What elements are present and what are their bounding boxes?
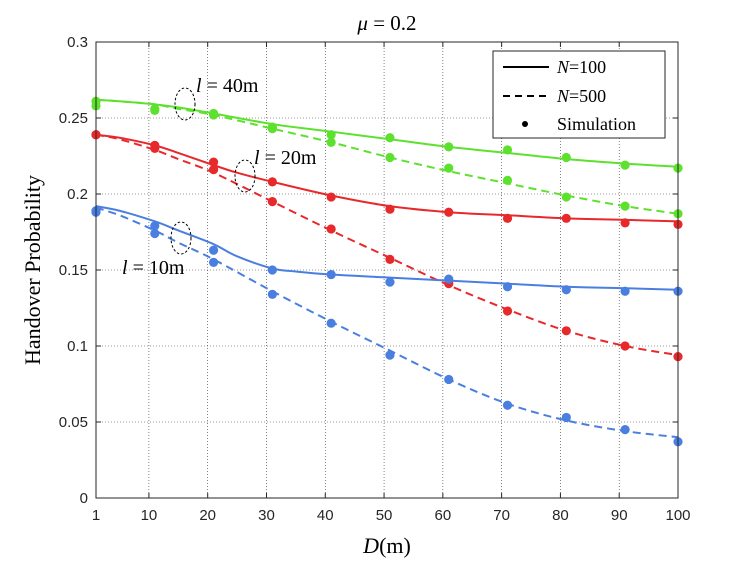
legend-box — [492, 50, 666, 139]
simulation-point — [620, 286, 630, 296]
annotation-ellipse-l20 — [234, 159, 256, 193]
x-tick-label: 40 — [317, 507, 334, 524]
simulation-point — [326, 269, 336, 280]
simulation-point — [208, 257, 219, 267]
x-tick-label: 90 — [611, 507, 628, 524]
simulation-point — [444, 374, 454, 385]
simulation-point — [502, 175, 513, 185]
simulation-point — [385, 350, 395, 360]
simulation-point — [385, 204, 395, 214]
x-tick-label: 60 — [435, 507, 452, 524]
simulation-point — [561, 412, 571, 423]
legend-label-simulation: Simulation — [557, 114, 636, 134]
simulation-point — [267, 177, 277, 187]
y-axis-label: Handover Probability — [20, 175, 45, 365]
annotation-l20: l = 20m — [234, 147, 317, 193]
y-tick-label: 0.1 — [67, 338, 88, 355]
simulation-point — [267, 265, 277, 275]
x-tick-label: 1 — [92, 507, 100, 524]
chart-title: μ = 0.2 — [356, 11, 416, 35]
simulation-point — [150, 228, 160, 239]
simulation-point — [620, 201, 630, 211]
simulation-point — [502, 400, 513, 410]
annotation-label-l10: l = 10m — [122, 257, 185, 279]
simulation-point — [385, 133, 395, 143]
simulation-point — [620, 341, 630, 351]
simulation-point — [561, 192, 571, 202]
annotation-label-l20: l = 20m — [254, 147, 317, 169]
x-tick-label: 20 — [199, 507, 216, 524]
y-tick-label: 0 — [80, 490, 88, 507]
simulation-point — [502, 282, 513, 292]
x-axis-label: D(m) — [362, 533, 411, 558]
legend-marker-swatch — [522, 121, 528, 127]
simulation-point — [326, 224, 336, 234]
simulation-point — [326, 318, 336, 328]
simulation-point — [208, 157, 219, 167]
x-tick-label: 80 — [552, 507, 569, 524]
simulation-point — [326, 192, 336, 202]
annotation-label-l40: l = 40m — [196, 75, 259, 97]
simulation-point — [326, 130, 336, 140]
simulation-point — [150, 143, 160, 153]
x-tick-label: 10 — [141, 507, 158, 524]
legend-label-n100: N=100 — [556, 57, 606, 77]
simulation-point — [267, 197, 277, 207]
y-tick-label: 0.05 — [59, 414, 88, 431]
simulation-point — [385, 152, 395, 163]
x-tick-label: 50 — [376, 507, 393, 524]
simulation-point — [444, 163, 454, 173]
simulation-point — [267, 289, 277, 299]
x-tick-label: 100 — [665, 507, 690, 524]
simulation-point — [502, 145, 513, 155]
simulation-point — [208, 110, 219, 120]
simulation-point — [150, 105, 160, 115]
simulation-point — [561, 326, 571, 336]
simulation-point — [150, 221, 160, 231]
simulation-markers — [91, 96, 683, 447]
series-line-8 — [95, 205, 679, 291]
annotation-l40: l = 40m — [174, 75, 259, 121]
simulation-point — [385, 254, 395, 264]
simulation-point — [502, 306, 513, 316]
y-tick-label: 0.3 — [67, 34, 88, 51]
ticks: 1 10 20 30 40 50 60 70 80 90 100 0 0.05 0.1 0.15 0.2 0.2… — [59, 34, 691, 524]
y-tick-label: 0.2 — [67, 186, 88, 203]
simulation-point — [208, 165, 219, 175]
simulation-point — [444, 274, 454, 284]
simulation-point — [620, 160, 630, 170]
annotation-ellipse-l10 — [170, 221, 192, 255]
annotation-ellipse-l40 — [174, 87, 196, 121]
simulation-point — [444, 142, 454, 152]
simulation-point — [620, 425, 630, 435]
simulation-point — [502, 213, 513, 223]
simulation-point — [561, 213, 571, 223]
simulation-point — [620, 218, 630, 228]
x-tick-label: 70 — [493, 507, 510, 524]
annotation-l10: l = 10m — [122, 221, 192, 279]
simulation-point — [385, 277, 395, 287]
y-tick-label: 0.25 — [59, 110, 88, 127]
x-tick-label: 30 — [258, 507, 275, 524]
simulation-point — [561, 285, 571, 295]
simulation-point — [267, 124, 277, 134]
simulation-point — [444, 207, 454, 217]
y-tick-label: 0.15 — [59, 262, 88, 279]
simulation-point — [208, 245, 219, 255]
legend: N=100 N=500 Simulation — [492, 50, 666, 139]
simulation-point — [326, 137, 336, 147]
legend-label-n500: N=500 — [556, 86, 606, 106]
simulation-point — [561, 152, 571, 163]
